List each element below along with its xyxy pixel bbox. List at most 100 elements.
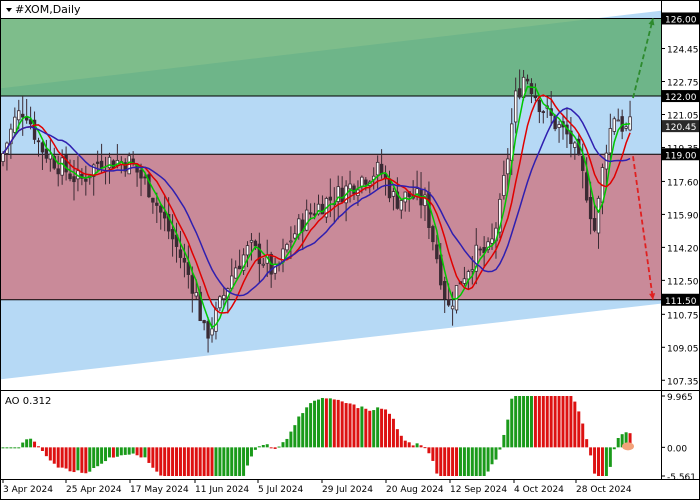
price-tick-label: 110.75 [667, 311, 699, 321]
candle-body [415, 188, 419, 197]
time-tick-label: 20 Aug 2024 [386, 485, 444, 495]
ao-bar [29, 438, 33, 448]
price-label: 122.00 [665, 93, 697, 103]
candle-body [60, 157, 64, 176]
ao-bar [407, 442, 411, 448]
candle-body [529, 83, 534, 95]
ao-bar [328, 398, 332, 448]
ao-bar [494, 447, 498, 460]
ao-bar [387, 413, 391, 448]
price-label: 111.50 [665, 297, 697, 307]
ao-bar [100, 447, 104, 464]
ao-bar [163, 447, 167, 476]
price-axis: 124.45122.75121.05119.35117.60115.90114.… [661, 12, 699, 387]
ao-bar [482, 447, 486, 476]
time-axis: 3 Apr 2024 25 Apr 2024 17 May 2024 11 Jun 2… [2, 479, 632, 495]
ao-bar [451, 447, 455, 476]
ao-bar [545, 396, 549, 448]
candle-body [36, 140, 41, 143]
ao-bar [620, 434, 624, 448]
ao-bar [395, 429, 399, 448]
candle-body [166, 214, 171, 232]
ao-histogram [1, 396, 634, 476]
candle-body [68, 173, 72, 180]
candle-body [624, 126, 628, 129]
ao-bar [226, 447, 230, 476]
ao-bar [76, 447, 80, 471]
ao-bar [123, 447, 127, 455]
candle-body [482, 247, 486, 254]
ao-bar [285, 438, 289, 448]
ao-bar [399, 435, 403, 448]
ao-bar [589, 447, 593, 456]
candle-body [44, 148, 49, 159]
ao-bar [242, 447, 246, 476]
ao-bar [384, 409, 388, 448]
candle-body [155, 202, 159, 206]
symbol-menu-icon[interactable] [6, 8, 12, 12]
candle-body [474, 244, 478, 272]
price-label: 120.45 [665, 123, 697, 133]
ao-bar [455, 447, 459, 476]
ao-bar [175, 447, 179, 476]
ao-bar [537, 396, 541, 448]
ao-bar [9, 447, 13, 449]
candle-body [537, 99, 542, 113]
candle-body [139, 169, 143, 179]
candle-body [596, 197, 601, 234]
price-tick-label: 121.05 [667, 111, 699, 121]
candle-body [170, 229, 175, 240]
ao-bar [218, 447, 222, 476]
candle-body [364, 179, 368, 185]
ao-bar [526, 396, 530, 448]
ao-bar [151, 447, 155, 468]
ao-bar [557, 396, 561, 448]
ao-bar [348, 403, 352, 448]
ao-bar [1, 447, 5, 449]
candle-body [293, 233, 297, 239]
time-tick-label: 3 Apr 2024 [3, 485, 53, 495]
ao-bar [336, 399, 340, 448]
candle-body [427, 192, 431, 228]
candle-body [450, 305, 455, 310]
ao-bar [352, 404, 356, 448]
candle-body [202, 320, 206, 324]
ao-bar [167, 447, 171, 476]
ao-bar [431, 447, 435, 461]
ao-bar [502, 434, 506, 448]
candle-body [64, 154, 68, 173]
ao-bar [155, 447, 159, 472]
candle-body [612, 118, 616, 132]
ao-bar [88, 447, 92, 472]
ao-bar [40, 447, 44, 451]
price-tick-label: 114.20 [667, 244, 699, 254]
ao-bar [36, 446, 40, 448]
ao-bar [423, 447, 427, 449]
ao-bar [143, 447, 147, 458]
candle-body [1, 153, 5, 162]
ao-bar [403, 440, 407, 448]
candle-body [442, 281, 447, 300]
ao-bar [171, 447, 175, 476]
candle-body [316, 203, 321, 215]
candle-body [462, 278, 467, 284]
ao-bar [127, 447, 131, 455]
candle-body [249, 240, 254, 243]
candle-body [336, 186, 340, 202]
ao-bar [608, 447, 612, 467]
ao-bar [202, 447, 206, 476]
candle-body [95, 161, 100, 164]
ao-bar [391, 418, 395, 448]
candle-body [478, 248, 482, 251]
candle-body [616, 119, 620, 122]
ao-bar [281, 442, 285, 448]
ao-bar [624, 432, 628, 448]
buy-zone [1, 18, 661, 97]
candle-body [569, 130, 573, 145]
candle-body [107, 156, 112, 169]
candle-body [72, 176, 76, 183]
ao-bar [115, 447, 119, 457]
time-tick-label: 12 Sep 2024 [450, 485, 507, 495]
ao-bar [194, 447, 198, 476]
